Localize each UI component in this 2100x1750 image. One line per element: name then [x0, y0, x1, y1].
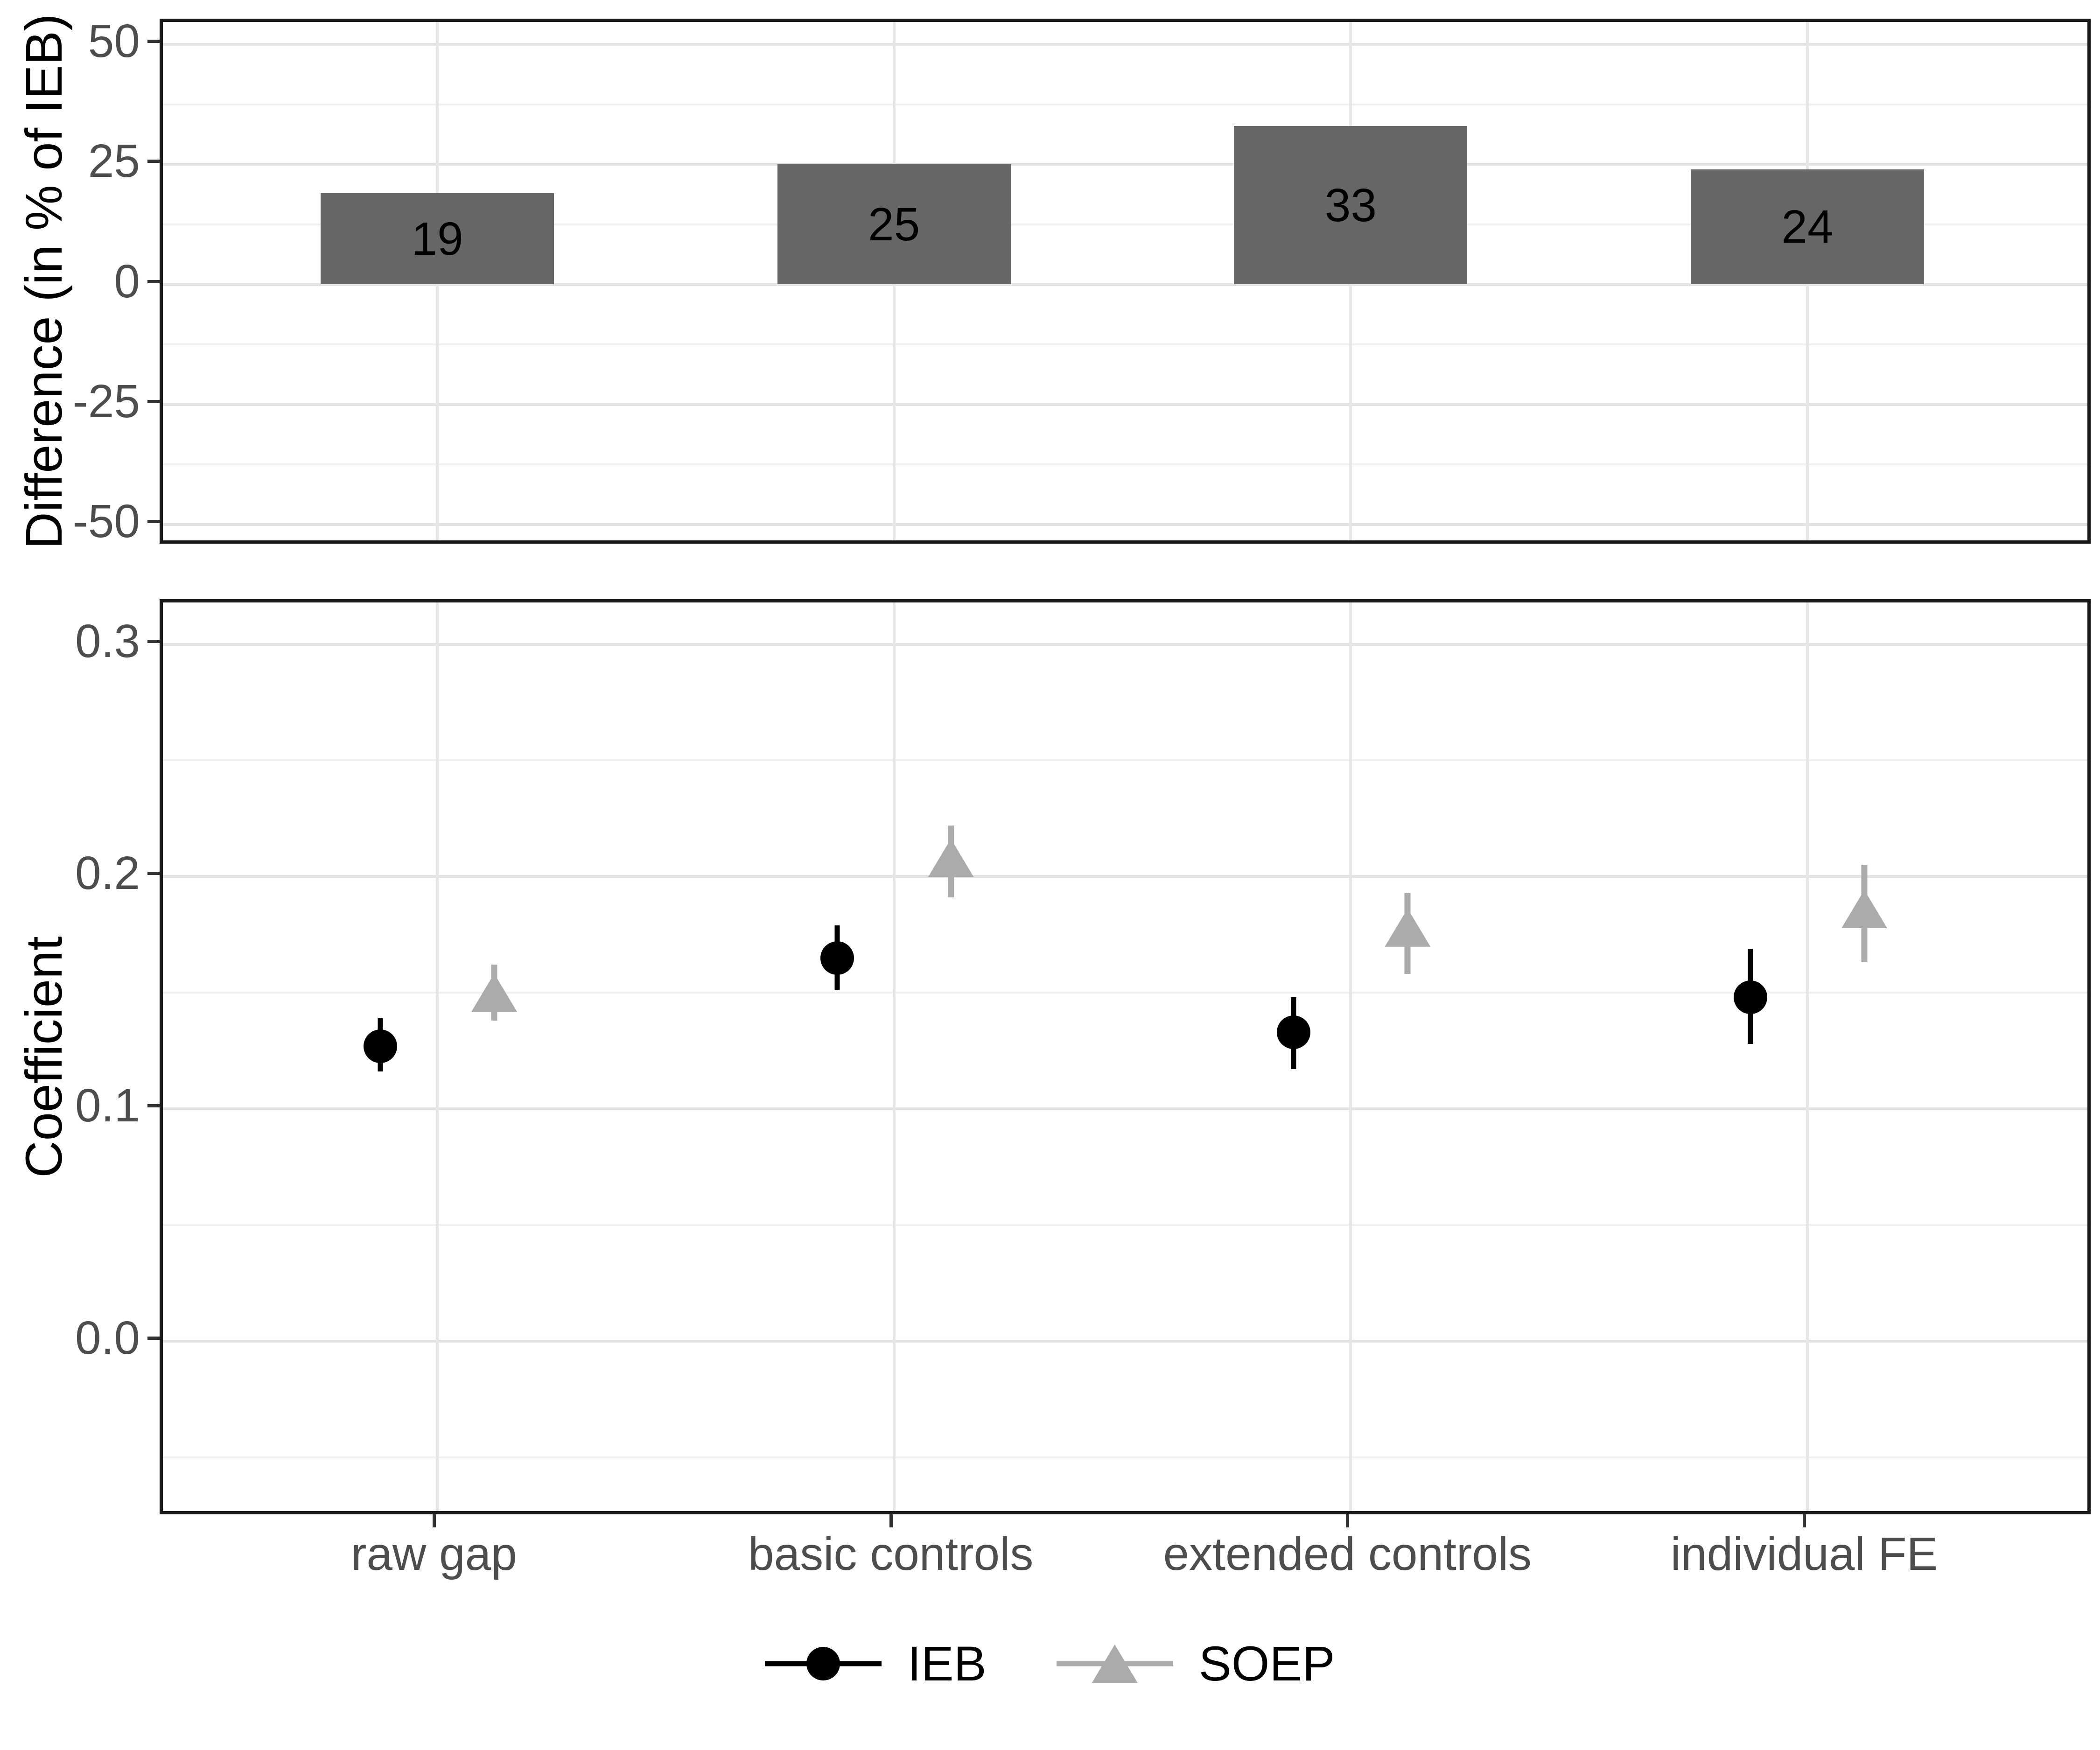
- y-axis-tick-label: 0: [114, 255, 140, 308]
- gridline-vertical: [436, 602, 439, 1511]
- bar: [321, 193, 554, 285]
- gridline-minor: [163, 343, 2087, 346]
- legend-key-triangle: [1056, 1624, 1173, 1703]
- x-axis-tick: [889, 1514, 893, 1527]
- bar-value-label: 33: [1324, 179, 1377, 231]
- legend-circle-icon: [806, 1647, 840, 1680]
- gridline-major: [163, 875, 2087, 878]
- x-axis-tick-label: raw gap: [351, 1528, 517, 1580]
- y-axis-tick: [147, 1104, 160, 1108]
- y-axis-tick: [147, 1336, 160, 1340]
- gridline-vertical: [1806, 602, 1809, 1511]
- y-axis-tick: [147, 872, 160, 875]
- bar-value-label: 24: [1781, 201, 1834, 253]
- gridline-major: [163, 1339, 2087, 1343]
- legend-key-circle: [765, 1624, 882, 1703]
- point-marker-circle-basic-controls: [820, 941, 854, 975]
- legend: IEB SOEP: [0, 1624, 2100, 1703]
- y-axis-tick-label: 0.3: [75, 615, 140, 667]
- x-axis-tick: [1803, 1514, 1806, 1527]
- x-axis-tick-label: basic controls: [748, 1528, 1034, 1580]
- gridline-minor: [163, 103, 2087, 105]
- x-axis-tick: [1346, 1514, 1350, 1527]
- y-axis-tick-label: 50: [88, 15, 140, 68]
- coefficient-panel: [160, 599, 2091, 1514]
- gridline-major: [163, 163, 2087, 166]
- gridline-minor: [163, 1456, 2087, 1458]
- gridline-vertical: [892, 602, 896, 1511]
- bar-value-label: 25: [868, 198, 920, 251]
- y-axis-tick: [147, 160, 160, 163]
- legend-item-soep: SOEP: [1056, 1624, 1335, 1703]
- gridline-minor: [163, 1224, 2087, 1226]
- legend-label: IEB: [907, 1636, 987, 1691]
- gridline-major: [163, 403, 2087, 406]
- legend-label: SOEP: [1198, 1636, 1335, 1691]
- gridline-minor: [163, 463, 2087, 466]
- point-marker-circle-extended-controls: [1277, 1015, 1311, 1049]
- gridline-minor: [163, 759, 2087, 762]
- x-axis-tick-label: extended controls: [1163, 1528, 1532, 1580]
- x-axis-tick-label: individual FE: [1670, 1528, 1938, 1580]
- bar-value-label: 19: [411, 212, 463, 265]
- bar-chart-panel: 19 25 33 24: [160, 19, 2091, 544]
- y-axis-tick: [147, 639, 160, 643]
- bar: [1234, 126, 1468, 285]
- y-axis-tick-label: 0.2: [75, 847, 140, 900]
- y-axis-tick: [147, 399, 160, 403]
- x-axis-tick: [433, 1514, 436, 1527]
- gridline-minor: [163, 223, 2087, 225]
- gridline-major: [163, 523, 2087, 526]
- gridline-major: [163, 643, 2087, 646]
- y-axis-tick-label: 25: [88, 135, 140, 188]
- y-axis-tick: [147, 519, 160, 523]
- gridline-major: [163, 1107, 2087, 1111]
- gridline-minor: [163, 992, 2087, 994]
- y-axis-tick-label: -50: [72, 495, 140, 547]
- bar: [777, 164, 1011, 285]
- gridline-vertical: [1349, 602, 1352, 1511]
- point-marker-circle-raw-gap: [364, 1029, 397, 1063]
- y-axis-tick-label: 0.0: [75, 1311, 140, 1364]
- legend-item-ieb: IEB: [765, 1624, 987, 1703]
- y-axis-tick: [147, 280, 160, 283]
- y-axis-tick-label: 0.1: [75, 1079, 140, 1132]
- bar: [1691, 169, 1924, 285]
- point-marker-triangle-individual-FE: [1841, 889, 1887, 928]
- point-marker-triangle-extended-controls: [1385, 908, 1431, 947]
- gridline-major: [163, 283, 2087, 286]
- gridline-major: [163, 43, 2087, 46]
- point-marker-triangle-basic-controls: [928, 839, 974, 877]
- y-axis-tick-label: -25: [72, 375, 140, 427]
- y-axis-tick: [147, 40, 160, 43]
- point-marker-circle-individual-FE: [1734, 980, 1767, 1015]
- y-axis-title-bottom: Coefficient: [15, 936, 73, 1178]
